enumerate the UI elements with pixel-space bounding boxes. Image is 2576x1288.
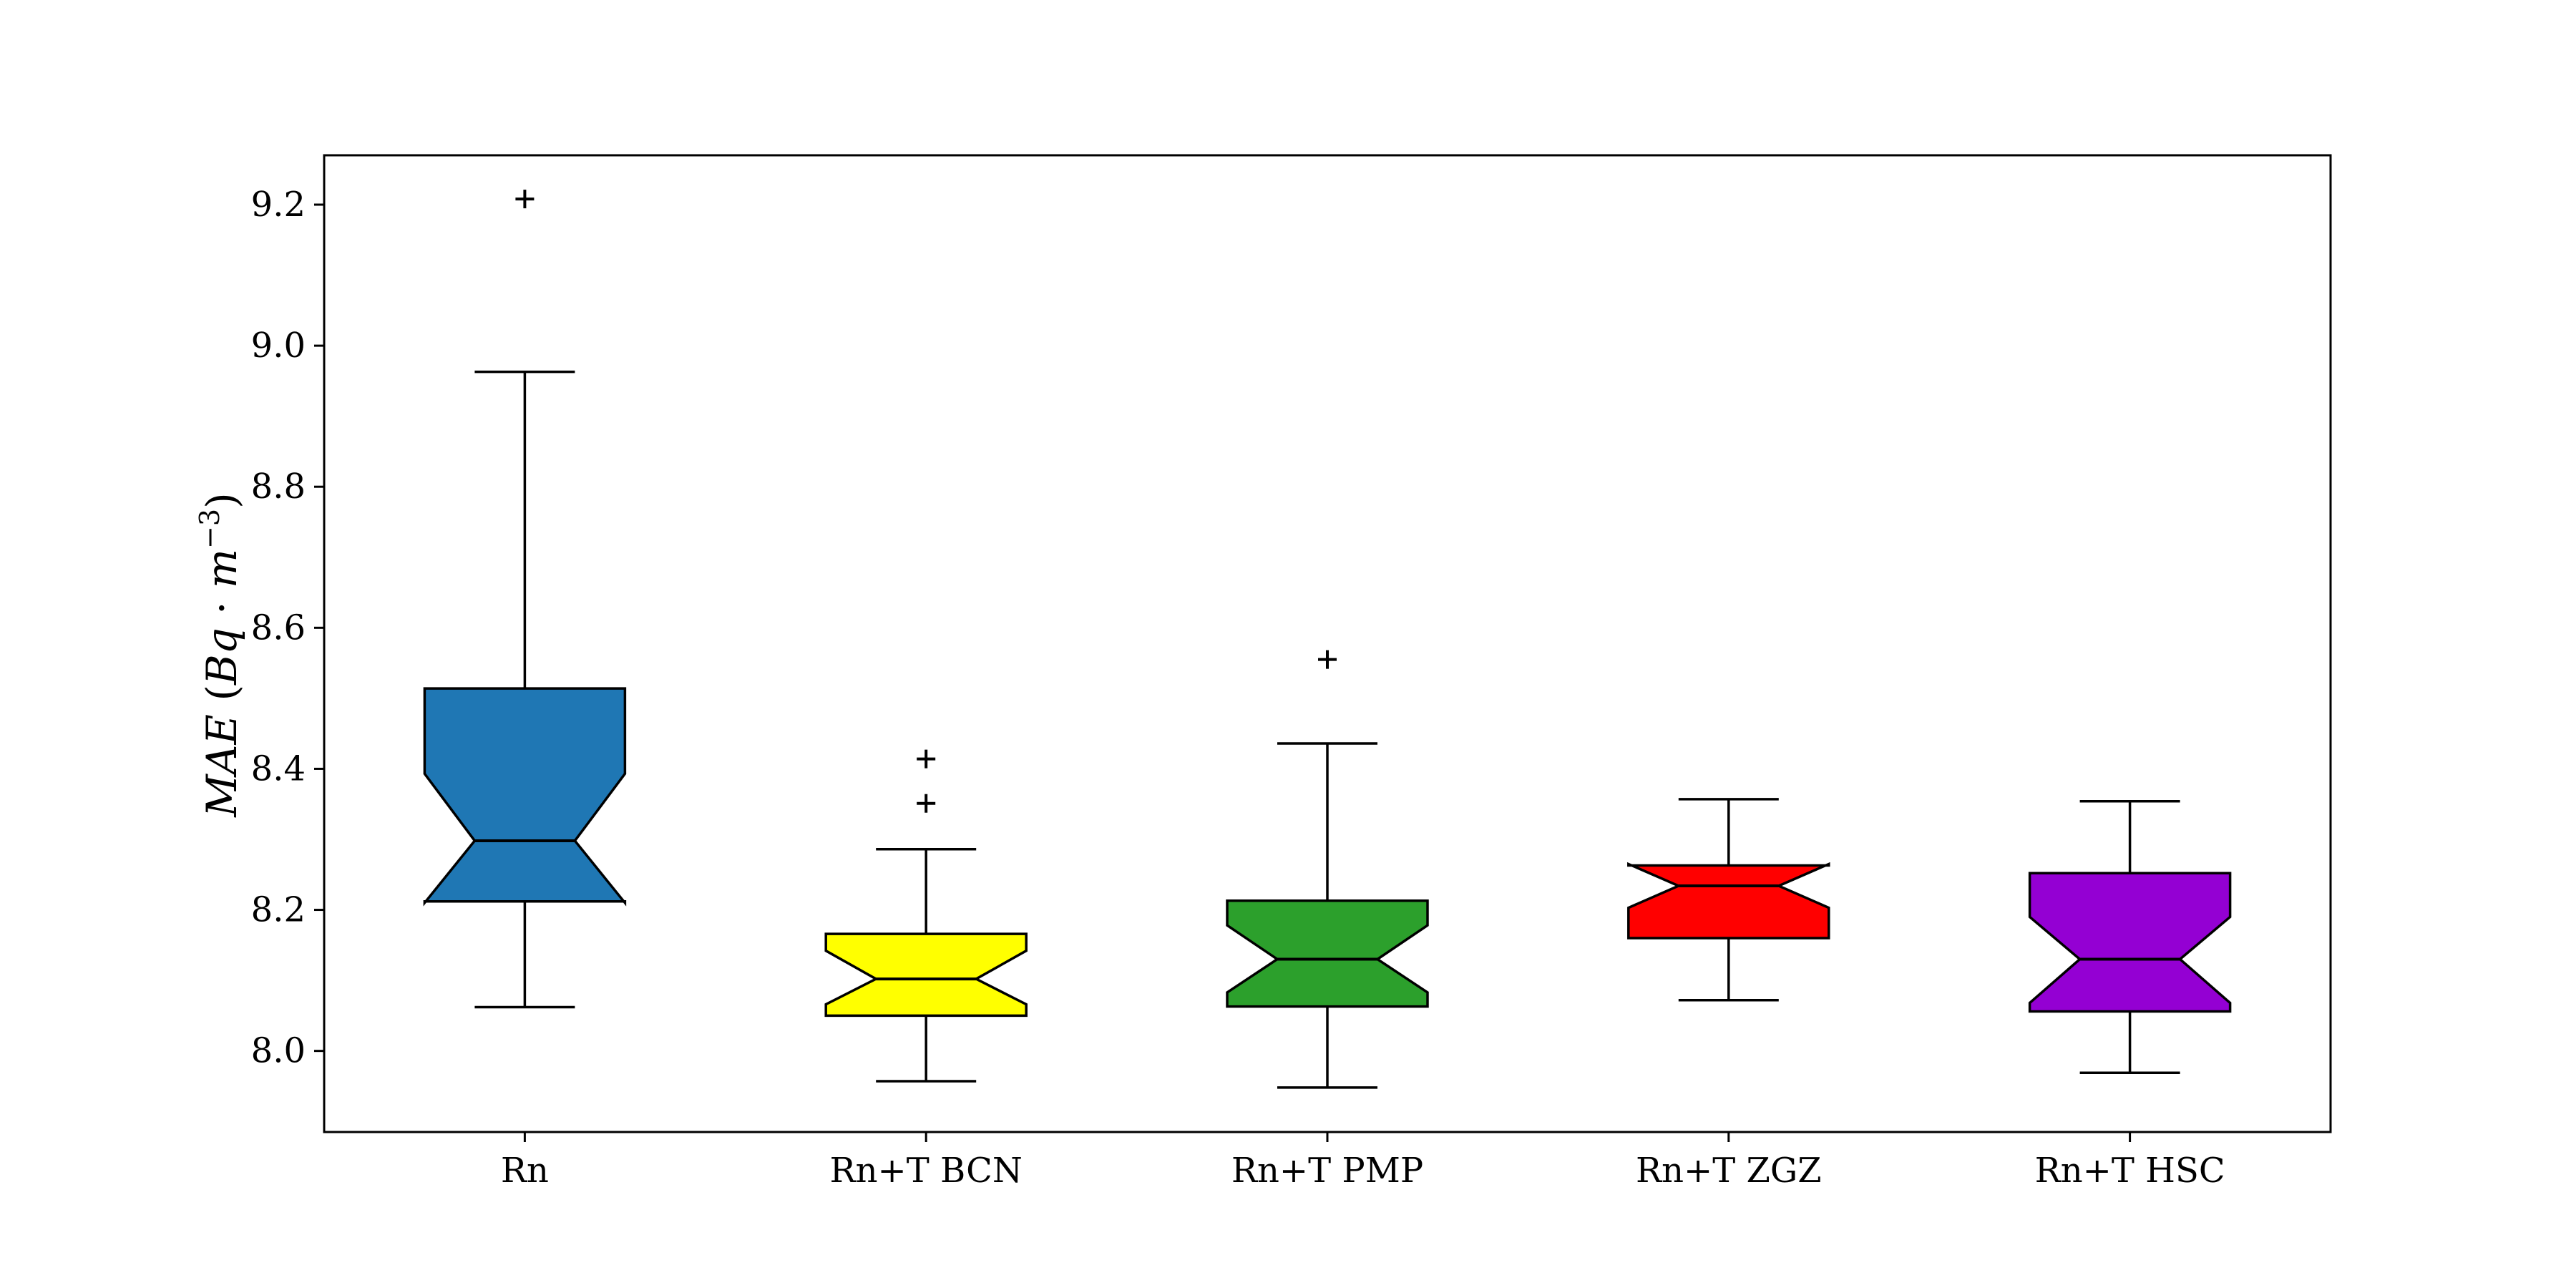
box-rn-t-pmp [1226, 650, 1429, 1089]
x-tick-label: Rn+T ZGZ [1636, 1151, 1822, 1191]
box-series-group [423, 190, 2232, 1089]
y-axis-ticks: 8.0 8.2 8.4 8.6 8.8 9.0 9.2 [251, 185, 324, 1071]
x-tick-label: Rn+T BCN [829, 1151, 1022, 1191]
box-rn-t-hsc [2028, 800, 2232, 1074]
y-tick-label: 8.0 [251, 1031, 306, 1071]
x-tick-label: Rn+T HSC [2035, 1151, 2225, 1191]
outlier-marker [1318, 650, 1337, 669]
y-tick-label: 8.4 [251, 748, 306, 789]
notched-box [1226, 899, 1429, 1008]
y-tick-label: 9.2 [251, 185, 306, 225]
notched-box [423, 687, 627, 907]
y-tick-label: 8.2 [251, 890, 306, 930]
notched-box [1627, 862, 1830, 940]
x-tick-label: Rn [501, 1151, 549, 1191]
outlier-marker [515, 190, 535, 209]
y-tick-label: 8.8 [251, 467, 306, 507]
y-tick-label: 8.6 [251, 608, 306, 648]
plot-area-frame [323, 154, 2332, 1133]
notched-box [2028, 872, 2232, 1013]
y-tick-label: 9.0 [251, 326, 306, 366]
notched-box [824, 932, 1028, 1018]
box-rn-t-zgz [1627, 798, 1830, 1002]
outlier-marker [917, 794, 936, 813]
box-rn-t-bcn [824, 749, 1028, 1083]
outlier-marker [917, 749, 936, 769]
y-axis-label: MAE (Bq · m−3) [194, 492, 246, 817]
x-tick-label: Rn+T PMP [1231, 1151, 1423, 1191]
x-axis-ticks: Rn Rn+T BCN Rn+T PMP Rn+T ZGZ Rn+T HSC [501, 1132, 2225, 1191]
box-rn [423, 190, 627, 1009]
